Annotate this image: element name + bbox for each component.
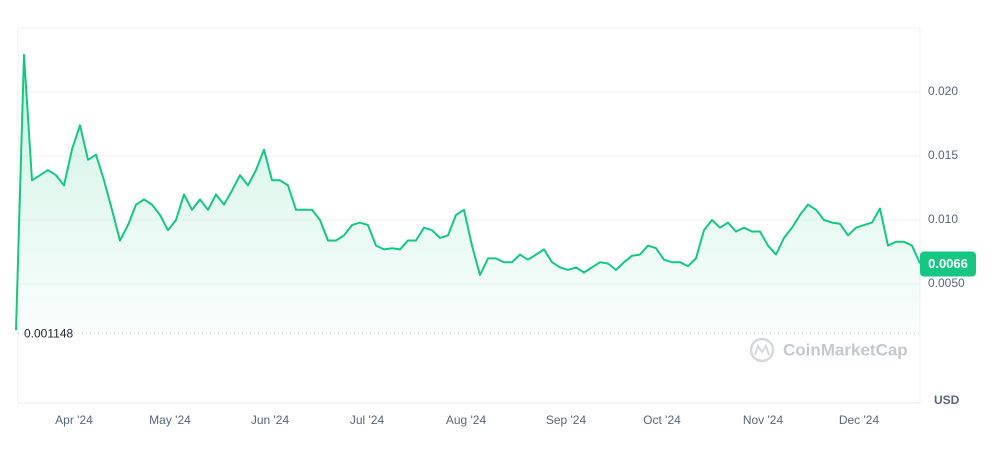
y-tick-label: 0.020 bbox=[928, 84, 958, 98]
x-tick-label: Jun '24 bbox=[251, 413, 290, 427]
x-tick-label: Nov '24 bbox=[743, 413, 784, 427]
y-tick-label: 0.010 bbox=[928, 212, 958, 226]
watermark: CoinMarketCap bbox=[783, 340, 908, 359]
price-area bbox=[16, 54, 920, 334]
y-tick-label: 0.0050 bbox=[928, 276, 965, 290]
watermark-logo bbox=[749, 337, 775, 363]
x-tick-label: Dec '24 bbox=[839, 413, 880, 427]
y-tick-label: 0.015 bbox=[928, 148, 958, 162]
price-tag bbox=[920, 251, 976, 277]
x-tick-label: Jul '24 bbox=[350, 413, 385, 427]
y-unit: USD bbox=[934, 393, 960, 407]
x-tick-label: Oct '24 bbox=[643, 413, 681, 427]
price-line bbox=[15, 53, 921, 331]
x-tick-label: Sep '24 bbox=[546, 413, 587, 427]
price-tag-label: 0.0066 bbox=[928, 256, 968, 271]
x-tick-label: Apr '24 bbox=[55, 413, 93, 427]
x-tick-label: Aug '24 bbox=[446, 413, 487, 427]
x-tick-label: May '24 bbox=[149, 413, 191, 427]
